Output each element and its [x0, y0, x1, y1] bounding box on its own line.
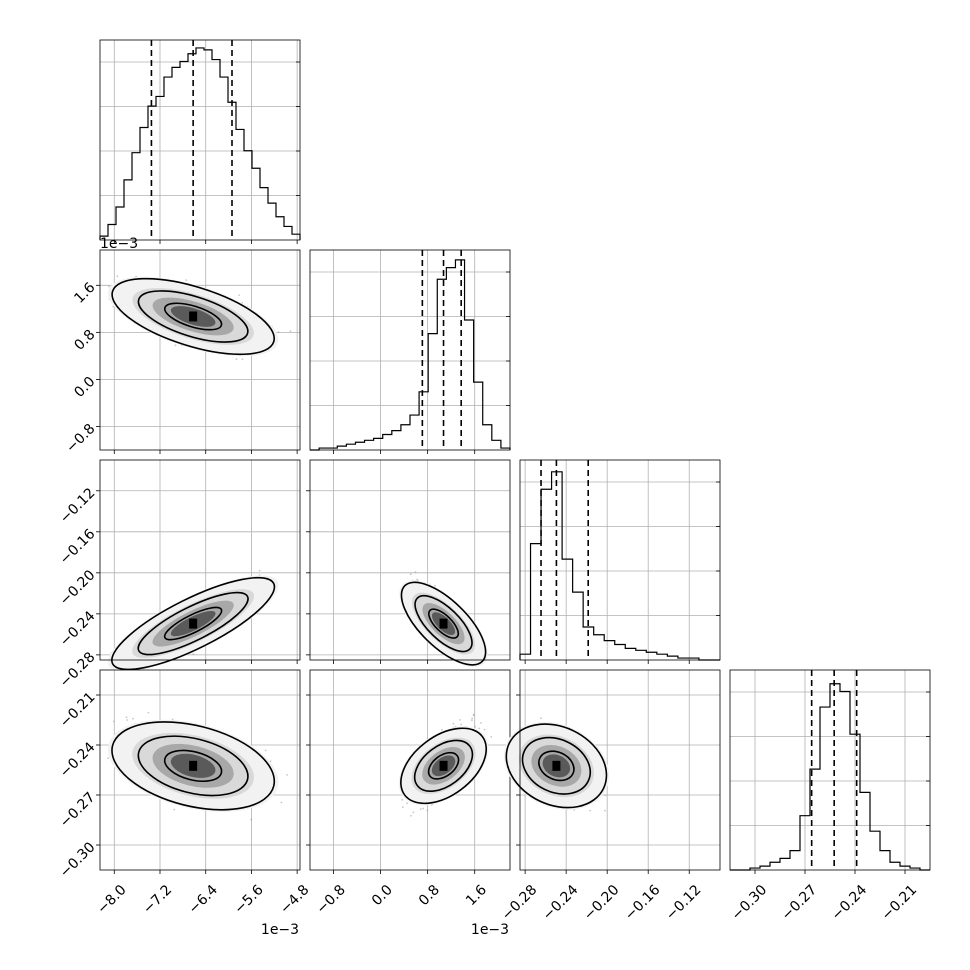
panel-frame	[519, 459, 721, 661]
panel-frame	[99, 249, 301, 451]
sample-point	[126, 719, 129, 721]
panel-frame	[99, 39, 301, 241]
sample-point	[460, 723, 463, 726]
sample-point	[480, 722, 482, 724]
contour-line	[163, 302, 223, 331]
density-peak	[189, 760, 198, 771]
sample-point	[490, 735, 493, 738]
sample-point	[401, 798, 404, 801]
sample-point	[441, 728, 443, 731]
sample-point	[426, 809, 429, 812]
sample-point	[235, 358, 238, 360]
contour-line	[111, 277, 275, 356]
sample-point	[238, 294, 241, 296]
contour-line	[137, 290, 249, 343]
density-peak	[439, 760, 448, 771]
panel-bg	[310, 460, 510, 660]
sample-point	[409, 573, 412, 576]
sample-point	[604, 809, 606, 812]
density-peak	[189, 618, 198, 629]
histogram-step	[310, 259, 511, 451]
sample-point	[107, 757, 109, 759]
histogram-step	[730, 683, 930, 871]
sample-point	[406, 802, 408, 805]
sample-point	[258, 569, 261, 572]
sample-point	[241, 358, 244, 361]
sample-point	[474, 725, 476, 728]
sample-point	[419, 808, 422, 810]
sample-point	[478, 727, 481, 730]
sample-point	[250, 818, 253, 821]
sample-point	[412, 811, 415, 814]
sample-point	[289, 330, 292, 332]
sample-point	[277, 331, 280, 333]
sample-point	[434, 584, 436, 587]
sample-point	[116, 275, 119, 278]
sample-point	[185, 279, 188, 281]
sample-point	[108, 285, 110, 288]
sample-point	[401, 806, 404, 809]
sample-point	[483, 728, 486, 731]
sample-point	[452, 722, 455, 725]
sample-point	[410, 814, 412, 817]
density-peak	[189, 311, 198, 322]
sample-point	[286, 774, 288, 776]
sample-point	[173, 808, 176, 811]
sample-point	[459, 719, 461, 721]
sample-point	[147, 711, 150, 714]
sample-point	[471, 719, 473, 722]
sample-point	[589, 809, 592, 812]
panel-frame	[309, 249, 511, 451]
sample-point	[192, 653, 195, 655]
sample-point	[414, 571, 417, 573]
sample-point	[132, 717, 135, 720]
sample-point	[264, 749, 267, 752]
sample-point	[174, 344, 177, 347]
histogram-step	[99, 47, 301, 240]
sample-point	[472, 713, 475, 716]
panel-bg	[520, 460, 720, 660]
panel-bg	[100, 40, 300, 240]
sample-point	[422, 807, 425, 810]
sample-point	[112, 720, 115, 723]
sample-point	[471, 717, 473, 720]
sample-point	[280, 801, 283, 804]
sample-point	[125, 716, 128, 719]
sample-point	[540, 717, 542, 720]
histogram-step	[519, 471, 720, 661]
panel-frame	[729, 669, 931, 871]
density-peak	[439, 618, 448, 629]
